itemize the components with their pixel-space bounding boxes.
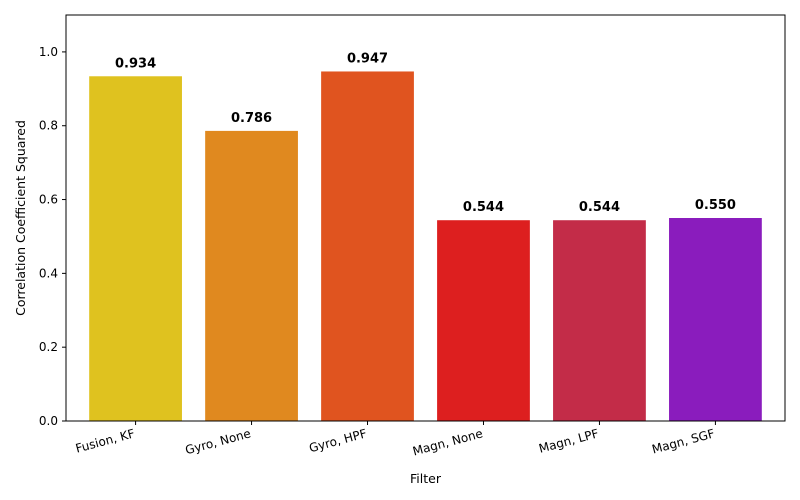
x-tick-label: Magn, SGF — [650, 426, 716, 456]
bars-group — [89, 71, 762, 422]
x-axis: Fusion, KF Gyro, None Gyro, HPF Magn, None M… — [74, 421, 716, 459]
bar-5 — [553, 220, 646, 421]
value-label-1: 0.934 — [115, 56, 156, 71]
y-tick-label: 0.6 — [39, 193, 58, 207]
y-tick-label: 0.4 — [39, 266, 58, 280]
y-tick-label: 0.0 — [39, 414, 58, 428]
y-tick-label: 0.8 — [39, 119, 58, 133]
bar-1 — [89, 76, 182, 421]
value-label-5: 0.544 — [579, 200, 620, 215]
x-axis-label: Filter — [410, 471, 442, 486]
bar-6 — [669, 218, 762, 421]
value-label-6: 0.550 — [695, 198, 736, 213]
value-label-4: 0.544 — [463, 200, 504, 215]
bar-3 — [321, 71, 414, 421]
value-labels-group: 0.934 0.786 0.947 0.544 0.544 0.550 — [115, 51, 736, 215]
y-axis: 0.0 0.2 0.4 0.6 0.8 1.0 — [39, 45, 66, 428]
bar-2 — [205, 130, 298, 422]
value-label-3: 0.947 — [347, 51, 388, 66]
y-tick-label: 0.2 — [39, 340, 58, 354]
bar-4 — [437, 220, 530, 421]
x-tick-label: Fusion, KF — [74, 426, 136, 455]
value-label-2: 0.786 — [231, 111, 272, 126]
y-axis-label: Correlation Coefficient Squared — [13, 120, 28, 316]
x-tick-label: Gyro, None — [184, 426, 253, 457]
x-tick-label: Magn, None — [411, 426, 484, 458]
x-tick-label: Gyro, HPF — [307, 426, 368, 455]
x-tick-label: Magn, LPF — [537, 426, 600, 455]
y-tick-label: 1.0 — [39, 45, 58, 59]
plot-frame — [65, 14, 786, 422]
